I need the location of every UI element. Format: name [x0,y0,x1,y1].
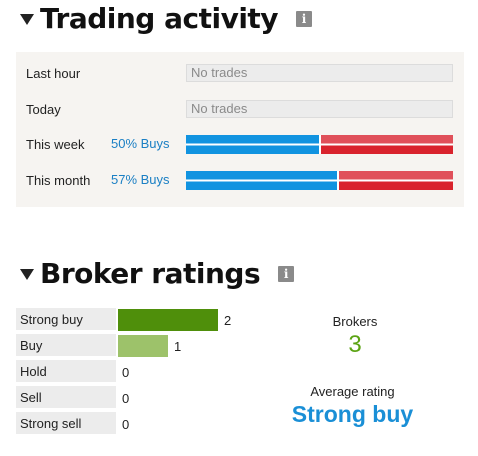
rating-bar-cell: 2 [116,308,236,332]
trading-activity-panel: Last hour No trades Today No trades This… [16,52,464,207]
rating-row: Sell 0 [16,385,236,411]
buy-segment [186,135,319,154]
info-icon[interactable]: i [296,10,313,27]
rating-row: Buy 1 [16,333,236,359]
trade-row-this-week: This week 50% Buys [16,135,464,155]
rating-row: Strong sell 0 [16,411,236,437]
sell-segment [321,135,453,154]
rating-bar-cell: 0 [116,412,236,436]
brokers-summary: Brokers 3 [290,314,420,359]
collapse-arrow-icon[interactable] [20,269,34,280]
bar-divider [319,135,321,154]
rating-count: 0 [122,416,130,432]
rating-label: Strong sell [16,412,116,436]
rating-row: Strong buy 2 [16,307,236,333]
rating-bar-cell: 0 [116,360,236,384]
broker-ratings-title: Broker ratings [40,257,261,290]
buys-percentage: 50% Buys [111,136,170,151]
collapse-arrow-icon[interactable] [20,14,34,25]
trading-activity-title: Trading activity [40,2,279,35]
bar-divider [337,171,339,190]
brokers-count: 3 [348,331,362,358]
rating-bar [118,309,218,331]
rating-bar-cell: 1 [116,334,236,358]
rating-bar-cell: 0 [116,386,236,410]
average-rating-label: Average rating [310,384,395,399]
rating-row: Hold 0 [16,359,236,385]
trade-row-label: This month [26,173,91,188]
info-icon[interactable]: i [278,265,295,282]
no-trades-bar: No trades [186,100,453,118]
average-rating-summary: Average rating Strong buy [270,384,435,428]
rating-count: 0 [122,390,130,406]
buy-sell-bar [186,135,453,154]
rating-bar [118,335,168,357]
rating-label: Strong buy [16,308,116,332]
trade-row-label: Today [26,102,61,117]
buy-segment [186,171,337,190]
brokers-label: Brokers [332,314,378,329]
buy-sell-bar [186,171,453,190]
trade-row-label: Last hour [26,66,81,81]
rating-label: Buy [16,334,116,358]
rating-label: Sell [16,386,116,410]
trade-row-today: Today No trades [16,100,464,120]
trade-row-last-hour: Last hour No trades [16,64,464,84]
no-trades-bar: No trades [186,64,453,82]
trade-row-label: This week [26,137,85,152]
sell-segment [339,171,453,190]
rating-count: 1 [174,338,182,354]
broker-ratings-header[interactable]: Broker ratings i [20,257,295,290]
ratings-table: Strong buy 2 Buy 1 Hold 0 Sell 0 Strong … [16,307,236,437]
trading-activity-header[interactable]: Trading activity i [20,2,313,35]
rating-count: 0 [122,364,130,380]
rating-label: Hold [16,360,116,384]
rating-count: 2 [224,312,232,328]
buys-percentage: 57% Buys [111,172,170,187]
average-rating-value: Strong buy [291,401,414,427]
trade-row-this-month: This month 57% Buys [16,171,464,191]
